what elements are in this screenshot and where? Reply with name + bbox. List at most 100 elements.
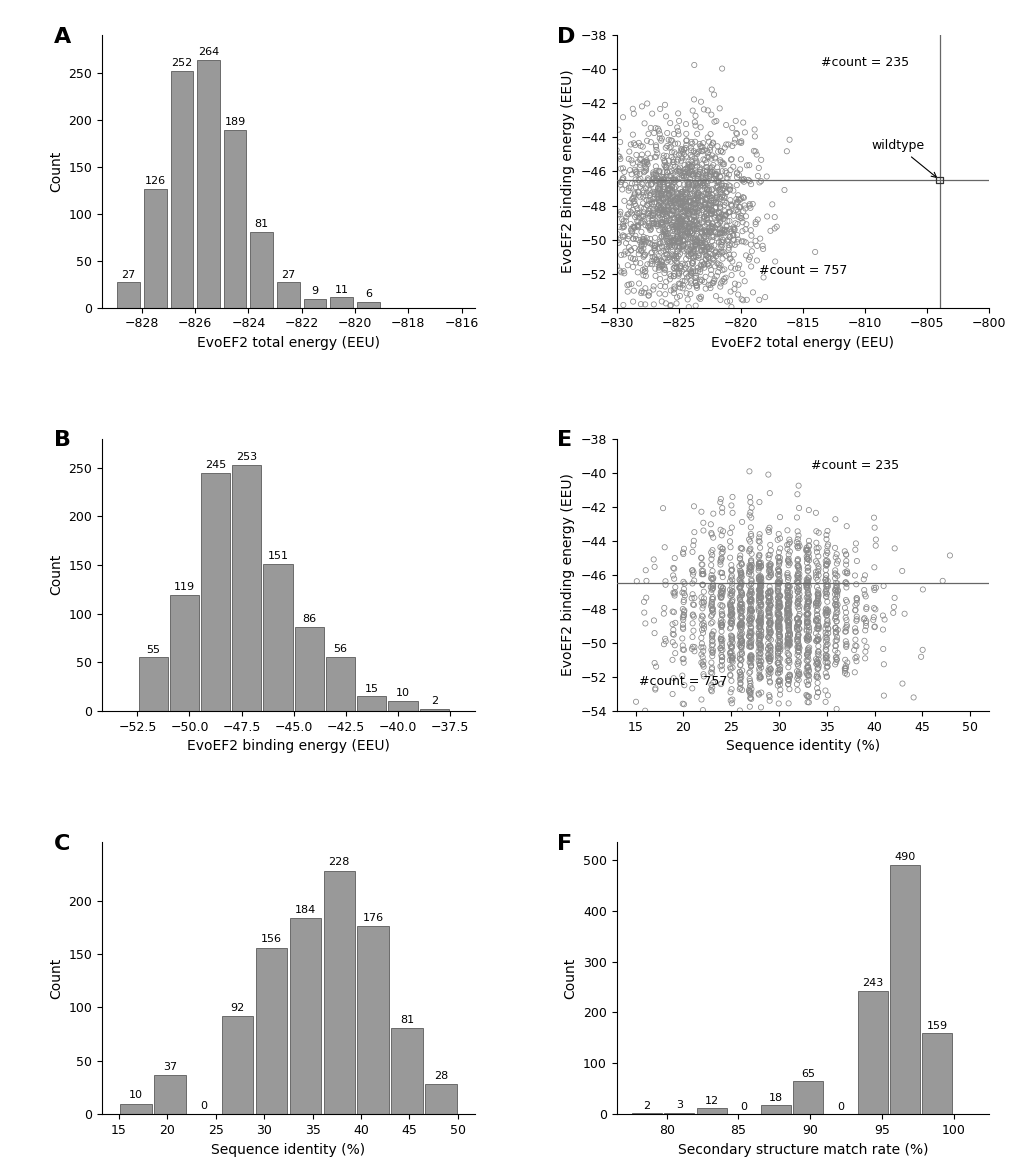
- Point: [690, 246, 706, 265]
- Text: 228: 228: [328, 857, 350, 868]
- Point: [789, 574, 805, 592]
- Text: 2: 2: [430, 696, 437, 706]
- Point: [827, 576, 844, 595]
- Point: [826, 565, 843, 584]
- Point: [664, 170, 681, 189]
- Point: [701, 223, 717, 242]
- Point: [703, 632, 719, 651]
- Point: [743, 574, 759, 592]
- Point: [702, 653, 718, 672]
- Point: [711, 218, 728, 237]
- Point: [700, 205, 716, 224]
- Point: [761, 650, 777, 669]
- Point: [875, 686, 892, 705]
- Point: [651, 198, 667, 217]
- Point: [716, 138, 733, 157]
- Point: [726, 134, 742, 152]
- Point: [751, 606, 767, 625]
- Point: [731, 578, 747, 597]
- Point: [711, 210, 728, 229]
- Point: [780, 621, 796, 639]
- Point: [723, 570, 740, 589]
- Point: [713, 544, 730, 563]
- Point: [827, 624, 844, 643]
- Point: [771, 650, 788, 669]
- Point: [652, 213, 668, 232]
- Point: [709, 209, 726, 228]
- Point: [770, 555, 787, 574]
- Point: [710, 181, 727, 199]
- Point: [732, 616, 748, 635]
- Point: [809, 585, 825, 604]
- Point: [941, 547, 957, 565]
- Point: [729, 168, 745, 187]
- Point: [781, 632, 797, 651]
- Point: [702, 204, 718, 223]
- Point: [678, 167, 694, 185]
- Point: [723, 649, 740, 667]
- Point: [762, 647, 779, 666]
- Point: [642, 191, 658, 210]
- Point: [732, 656, 748, 674]
- Point: [799, 589, 815, 608]
- Point: [722, 649, 739, 667]
- Point: [639, 94, 655, 113]
- Point: [687, 154, 703, 172]
- Point: [667, 258, 684, 277]
- Point: [752, 605, 768, 624]
- Point: [789, 615, 805, 633]
- Point: [731, 645, 747, 664]
- Point: [809, 653, 825, 672]
- Point: [686, 219, 702, 238]
- Point: [715, 176, 732, 195]
- Point: [687, 203, 703, 222]
- Point: [838, 635, 854, 653]
- Point: [721, 531, 738, 550]
- Point: [627, 250, 643, 269]
- Point: [743, 570, 759, 589]
- Point: [655, 169, 672, 188]
- Point: [703, 162, 719, 181]
- Point: [761, 616, 777, 635]
- Point: [761, 596, 777, 615]
- Point: [694, 134, 710, 152]
- Point: [733, 633, 749, 652]
- Point: [689, 183, 705, 202]
- Point: [665, 216, 682, 235]
- Point: [788, 674, 804, 693]
- Point: [693, 238, 709, 257]
- Point: [636, 701, 652, 720]
- Point: [721, 191, 738, 210]
- Point: [720, 236, 737, 255]
- Point: [678, 210, 694, 229]
- Point: [779, 605, 795, 624]
- Point: [688, 278, 704, 297]
- Point: [789, 551, 805, 570]
- Point: [819, 613, 836, 632]
- Point: [732, 574, 748, 592]
- Point: [702, 124, 718, 143]
- Point: [742, 518, 758, 537]
- Point: [770, 552, 787, 571]
- Point: [668, 215, 685, 233]
- Point: [894, 562, 910, 581]
- Point: [699, 148, 715, 167]
- Point: [653, 184, 669, 203]
- Point: [657, 245, 674, 264]
- Point: [827, 631, 844, 650]
- Point: [676, 226, 692, 245]
- Point: [666, 636, 683, 655]
- Point: [683, 639, 699, 658]
- Point: [664, 583, 681, 602]
- Point: [677, 190, 693, 209]
- Point: [729, 233, 745, 252]
- Point: [675, 163, 691, 182]
- Point: [865, 581, 881, 599]
- Point: [807, 594, 823, 612]
- Point: [687, 237, 703, 256]
- Text: wildtype: wildtype: [870, 140, 935, 177]
- Point: [635, 246, 651, 265]
- Point: [751, 583, 767, 602]
- Text: 27: 27: [281, 270, 296, 279]
- Point: [634, 260, 650, 279]
